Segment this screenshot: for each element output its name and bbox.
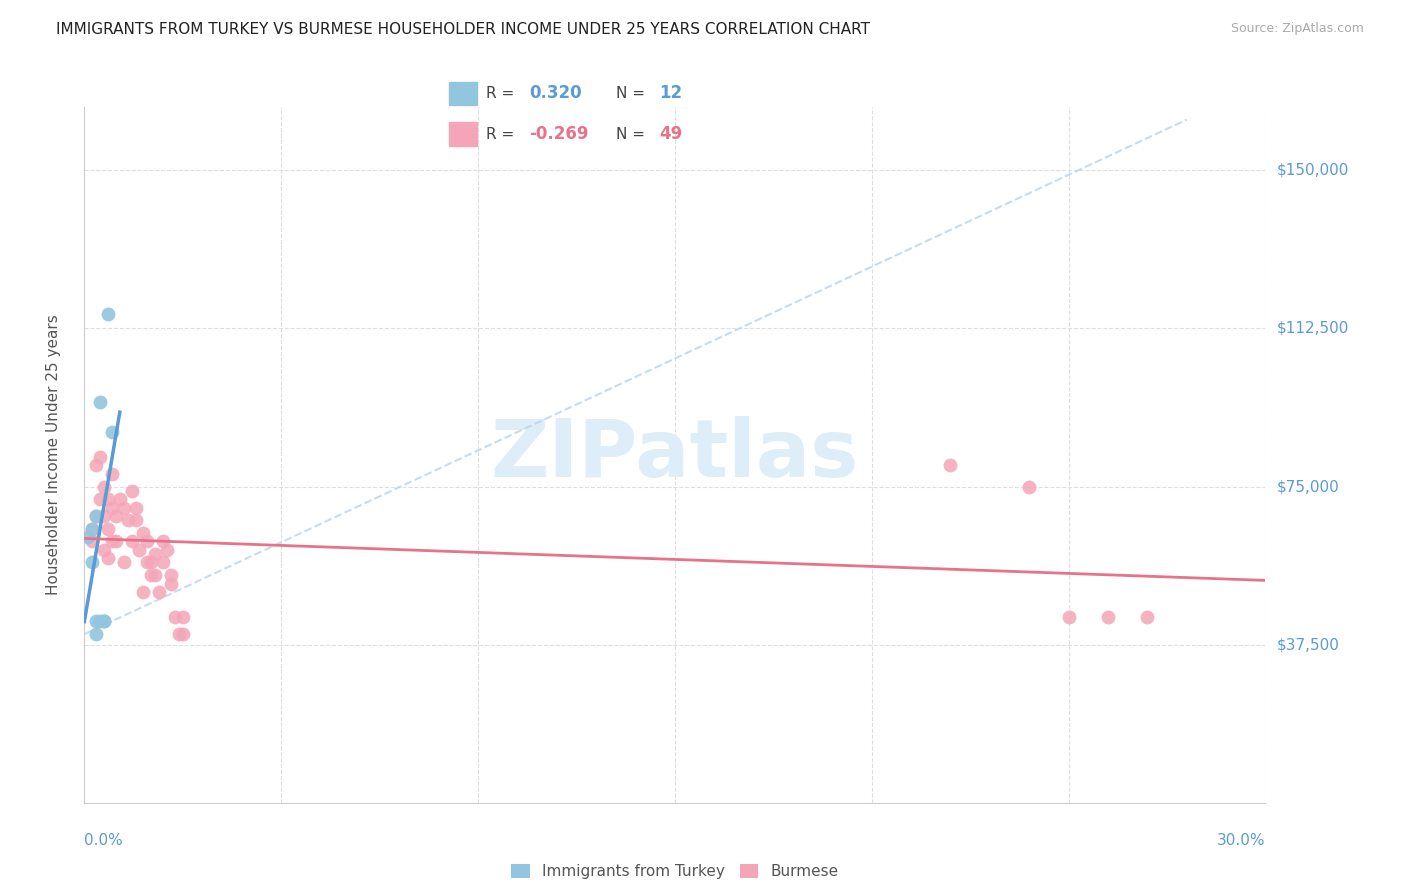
Text: R =: R = bbox=[486, 127, 519, 142]
Point bbox=[108, 492, 131, 507]
Point bbox=[1097, 610, 1119, 624]
Y-axis label: Householder Income Under 25 years: Householder Income Under 25 years bbox=[46, 315, 60, 595]
Text: 0.0%: 0.0% bbox=[84, 833, 124, 848]
Point bbox=[121, 534, 143, 549]
Point bbox=[84, 458, 107, 473]
Point bbox=[84, 627, 107, 641]
Text: 49: 49 bbox=[659, 125, 683, 143]
Point bbox=[141, 556, 163, 570]
Point bbox=[101, 534, 124, 549]
Point bbox=[152, 556, 174, 570]
Text: $150,000: $150,000 bbox=[1277, 163, 1348, 178]
Text: N =: N = bbox=[616, 86, 650, 101]
Point bbox=[104, 534, 127, 549]
Point bbox=[97, 522, 120, 536]
Point bbox=[93, 615, 115, 629]
Point bbox=[101, 500, 124, 515]
Point bbox=[97, 551, 120, 566]
Point bbox=[101, 467, 124, 481]
Point bbox=[148, 585, 170, 599]
Text: 12: 12 bbox=[659, 85, 682, 103]
Point bbox=[128, 542, 150, 557]
Point bbox=[163, 610, 186, 624]
Point bbox=[104, 509, 127, 524]
Text: Source: ZipAtlas.com: Source: ZipAtlas.com bbox=[1230, 22, 1364, 36]
Point bbox=[156, 542, 179, 557]
Point bbox=[89, 395, 111, 409]
Point bbox=[84, 509, 107, 524]
Text: $112,500: $112,500 bbox=[1277, 321, 1348, 336]
Point bbox=[112, 500, 135, 515]
Point bbox=[93, 615, 115, 629]
Point bbox=[132, 585, 155, 599]
Point bbox=[89, 492, 111, 507]
Point bbox=[77, 530, 100, 544]
Point bbox=[93, 509, 115, 524]
Point bbox=[143, 547, 166, 561]
Point bbox=[82, 522, 104, 536]
Point bbox=[112, 556, 135, 570]
Point bbox=[101, 425, 124, 439]
Bar bbox=[449, 122, 477, 146]
Point bbox=[82, 556, 104, 570]
Point bbox=[143, 568, 166, 582]
Point bbox=[152, 534, 174, 549]
Point bbox=[93, 542, 115, 557]
Point bbox=[89, 450, 111, 464]
Point bbox=[172, 627, 194, 641]
Point bbox=[117, 513, 139, 527]
Text: N =: N = bbox=[616, 127, 650, 142]
Point bbox=[124, 513, 146, 527]
Point bbox=[84, 509, 107, 524]
Point bbox=[939, 458, 962, 473]
Text: R =: R = bbox=[486, 86, 519, 101]
Text: 0.320: 0.320 bbox=[530, 85, 582, 103]
Point bbox=[136, 534, 159, 549]
Point bbox=[82, 534, 104, 549]
Point bbox=[93, 479, 115, 493]
Point bbox=[121, 483, 143, 498]
Point bbox=[124, 500, 146, 515]
Point bbox=[1136, 610, 1159, 624]
Legend: Immigrants from Turkey, Burmese: Immigrants from Turkey, Burmese bbox=[505, 858, 845, 886]
Point bbox=[1057, 610, 1080, 624]
Text: ZIPatlas: ZIPatlas bbox=[491, 416, 859, 494]
Point bbox=[132, 525, 155, 540]
Text: -0.269: -0.269 bbox=[530, 125, 589, 143]
Point bbox=[167, 627, 190, 641]
Text: $37,500: $37,500 bbox=[1277, 637, 1340, 652]
Text: IMMIGRANTS FROM TURKEY VS BURMESE HOUSEHOLDER INCOME UNDER 25 YEARS CORRELATION : IMMIGRANTS FROM TURKEY VS BURMESE HOUSEH… bbox=[56, 22, 870, 37]
Point bbox=[97, 492, 120, 507]
Point bbox=[160, 568, 183, 582]
Point bbox=[141, 568, 163, 582]
Text: $75,000: $75,000 bbox=[1277, 479, 1340, 494]
Point bbox=[84, 615, 107, 629]
Point bbox=[172, 610, 194, 624]
Point bbox=[160, 576, 183, 591]
Point bbox=[136, 556, 159, 570]
Text: 30.0%: 30.0% bbox=[1218, 833, 1265, 848]
Point bbox=[82, 522, 104, 536]
Point bbox=[89, 615, 111, 629]
Point bbox=[1018, 479, 1040, 493]
Bar bbox=[449, 81, 477, 105]
Point bbox=[97, 307, 120, 321]
